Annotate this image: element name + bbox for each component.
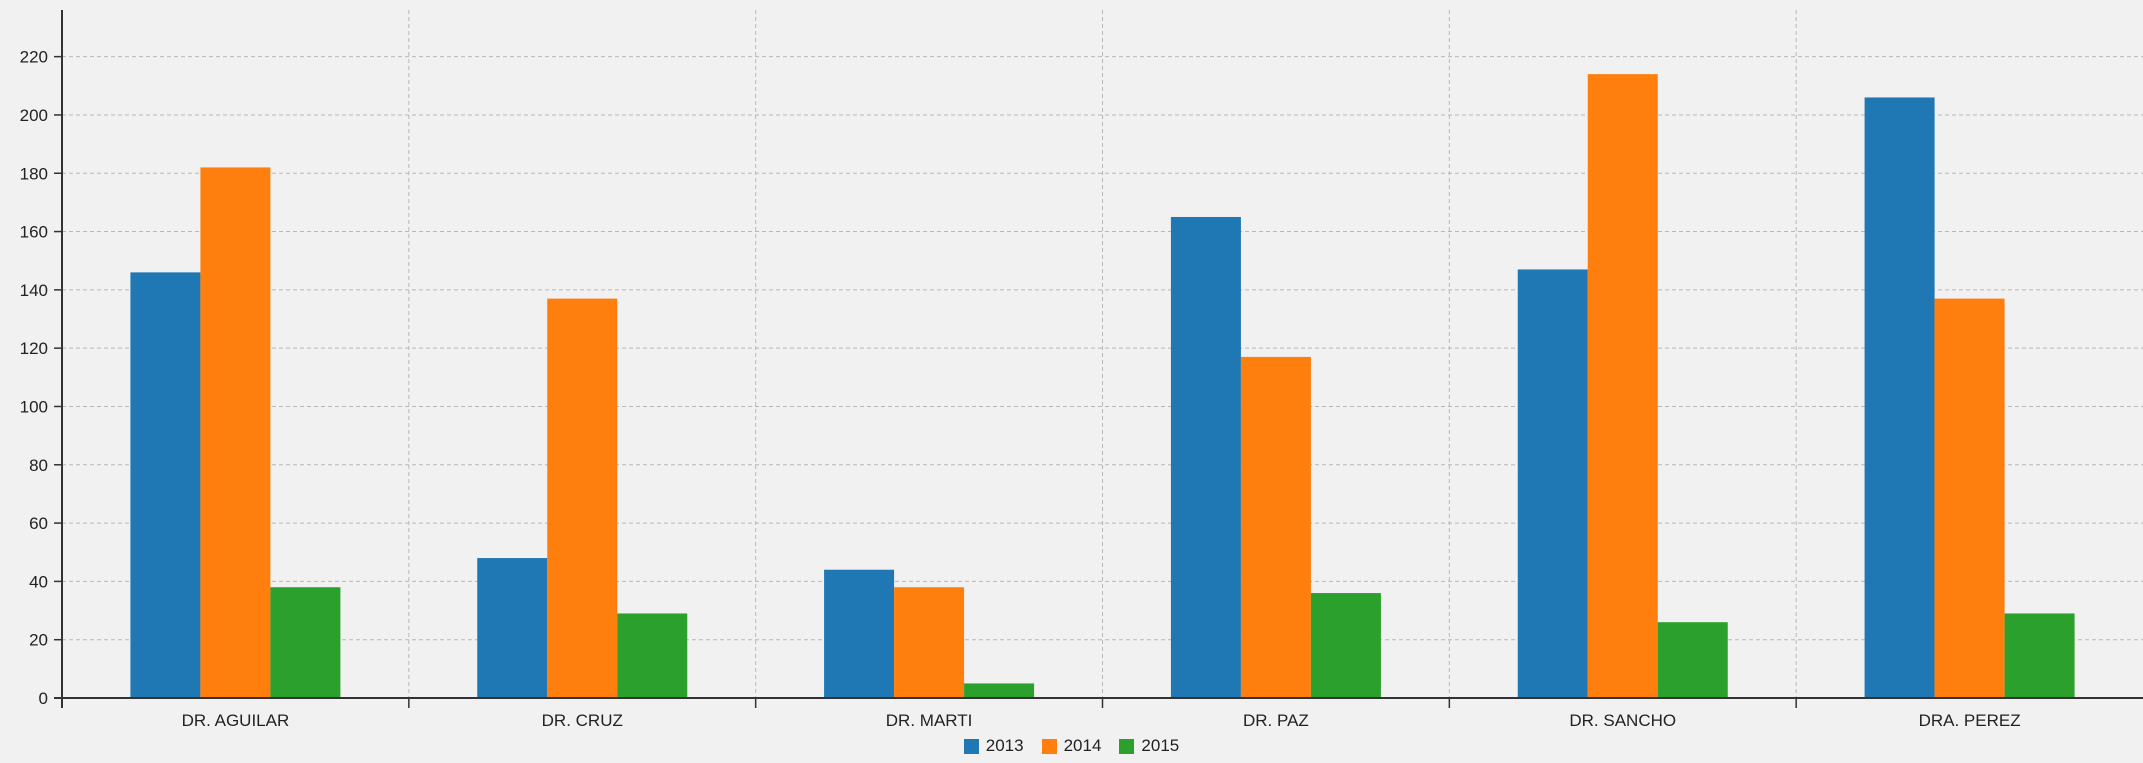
legend-item: 2013 [963, 736, 1024, 756]
bar-2015-2 [964, 683, 1035, 698]
y-tick-label: 220 [20, 48, 48, 67]
y-tick-label: 40 [29, 572, 48, 591]
bar-2015-0 [270, 587, 341, 698]
y-tick-label: 180 [20, 164, 48, 183]
bar-2015-5 [2004, 613, 2075, 698]
bar-2015-4 [1657, 622, 1728, 698]
y-tick-label: 60 [29, 514, 48, 533]
x-category-label: DR. MARTI [886, 711, 973, 730]
y-tick-label: 120 [20, 339, 48, 358]
bar-2014-5 [1934, 298, 2005, 698]
y-tick-label: 200 [20, 106, 48, 125]
legend-label: 2015 [1141, 736, 1180, 755]
legend-item: 2015 [1119, 736, 1179, 756]
y-tick-label: 20 [29, 631, 48, 650]
bar-2013-1 [477, 558, 548, 698]
bar-2015-3 [1310, 593, 1381, 698]
x-category-label: DR. PAZ [1243, 711, 1309, 730]
x-category-label: DRA. PEREZ [1919, 711, 2021, 730]
x-category-label: DR. CRUZ [542, 711, 623, 730]
bar-2014-2 [894, 587, 965, 698]
y-tick-label: 160 [20, 223, 48, 242]
y-tick-label: 80 [29, 456, 48, 475]
x-category-label: DR. SANCHO [1569, 711, 1676, 730]
bar-2014-0 [200, 167, 271, 699]
bar-2014-4 [1587, 74, 1658, 698]
bar-2013-0 [130, 272, 201, 698]
bar-2014-1 [547, 298, 618, 698]
bar-2014-3 [1240, 356, 1311, 698]
x-category-label: DR. AGUILAR [182, 711, 290, 730]
legend-label: 2013 [985, 736, 1024, 755]
legend-swatch [1119, 738, 1135, 754]
y-tick-label: 0 [39, 689, 48, 708]
grid-lines [62, 10, 2143, 698]
bar-2015-1 [617, 613, 688, 698]
bar-2013-4 [1517, 269, 1588, 698]
y-tick-label: 100 [20, 397, 48, 416]
bar-2013-3 [1170, 216, 1241, 699]
bar-2013-2 [824, 569, 895, 698]
legend-label: 2014 [1063, 736, 1102, 755]
bars [130, 74, 2075, 699]
y-tick-label: 140 [20, 281, 48, 300]
legend-swatch [1041, 738, 1057, 754]
legend-swatch [963, 738, 979, 754]
axes: 0 20 40 60 80 100 120 140 160 180 200 220 DR. AGUILA… [20, 10, 2143, 730]
legend: 2013 2014 2015 [0, 736, 2143, 756]
bar-2013-5 [1864, 97, 1935, 698]
legend-item: 2014 [1041, 736, 1102, 756]
